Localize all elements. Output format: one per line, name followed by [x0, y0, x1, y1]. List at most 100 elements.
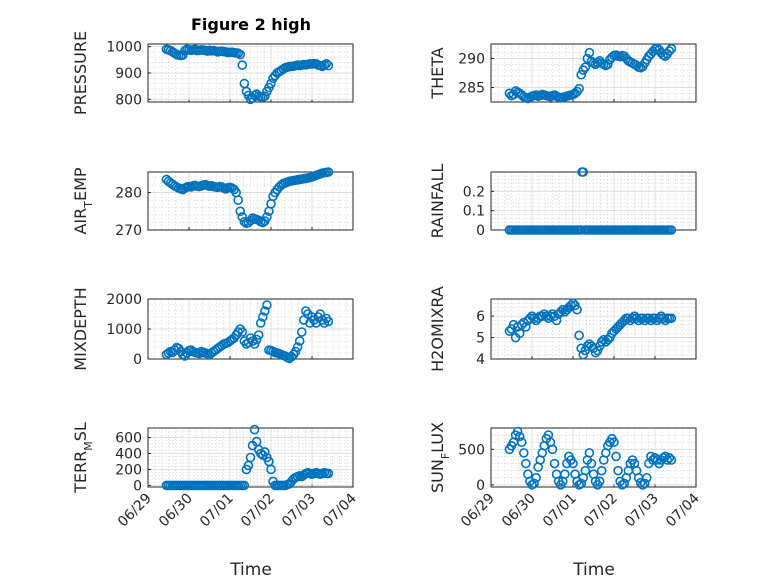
- x-tick-label: 07/03: [279, 491, 319, 531]
- data-point: [637, 480, 648, 490]
- y-tick-label: 6: [476, 309, 485, 325]
- x-tick-label: 06/30: [156, 491, 196, 531]
- series-markers: [504, 298, 677, 360]
- data-point: [235, 206, 246, 217]
- data-point: [315, 309, 326, 319]
- data-point: [666, 225, 677, 235]
- data-point: [617, 480, 628, 490]
- data-point: [233, 195, 243, 205]
- x-tick-label: 07/04: [663, 490, 703, 530]
- data-point: [262, 212, 272, 222]
- data-point: [603, 59, 613, 70]
- x-tick-label: 07/01: [197, 491, 237, 531]
- data-point: [321, 58, 332, 69]
- subplot-air_temp: 270 280 AIRTEMP: [71, 167, 354, 239]
- data-point: [576, 69, 587, 80]
- data-point: [574, 83, 584, 94]
- data-point: [292, 342, 303, 352]
- data-point: [613, 465, 623, 476]
- data-point: [639, 478, 650, 489]
- data-point: [594, 476, 605, 487]
- data-point: [576, 478, 587, 489]
- data-point: [584, 448, 595, 458]
- data-point: [555, 307, 566, 317]
- data-point: [549, 458, 560, 469]
- y-tick-label: 800: [115, 92, 142, 108]
- x-tick-label: 07/03: [622, 491, 662, 531]
- y-axis-label: AIRTEMP: [71, 167, 95, 234]
- data-point: [578, 167, 589, 177]
- data-point: [319, 60, 330, 70]
- y-axis-label: RAINFALL: [428, 164, 447, 239]
- y-tick-label: 600: [115, 431, 142, 447]
- data-point: [559, 469, 570, 480]
- y-axis-label: THETA: [428, 47, 447, 99]
- data-point: [572, 304, 582, 315]
- y-tick-label: 900: [115, 66, 142, 82]
- data-point: [262, 300, 272, 310]
- subplot-theta: 285 290 THETA: [428, 43, 697, 104]
- x-tick-label: 07/01: [540, 491, 580, 531]
- data-point: [557, 304, 568, 315]
- data-point: [516, 437, 527, 448]
- data-point: [323, 60, 334, 71]
- axes-frame: [490, 43, 697, 103]
- data-point: [521, 458, 531, 469]
- subplot-h2omixra: 4 5 6 H2OMIXRA: [428, 286, 697, 372]
- series-markers: [161, 44, 334, 105]
- data-point: [529, 478, 539, 489]
- x-axis-label-left: Time: [229, 560, 272, 580]
- data-point: [582, 341, 593, 351]
- data-point: [249, 339, 260, 349]
- data-point: [235, 49, 246, 60]
- data-point: [527, 480, 537, 490]
- y-tick-label: 0.1: [463, 204, 485, 220]
- data-point: [260, 306, 270, 316]
- data-point: [586, 458, 597, 469]
- y-tick-label: 500: [458, 442, 485, 458]
- subplot-grid: 800 900 1000 PRESSURE 285 290 THETA 270 280 AIRTE…: [71, 31, 703, 530]
- y-tick-label: 0: [476, 478, 485, 494]
- axes-frame: [147, 298, 354, 360]
- data-point: [296, 327, 307, 337]
- x-axis-label-right: Time: [572, 560, 615, 580]
- data-point: [580, 465, 591, 476]
- data-point: [531, 472, 541, 483]
- data-point: [290, 346, 301, 357]
- data-point: [596, 337, 607, 347]
- data-point: [609, 437, 619, 448]
- subplot-pressure: 800 900 1000 PRESSURE: [71, 31, 354, 115]
- data-point: [257, 312, 268, 322]
- data-point: [294, 336, 305, 346]
- subplot-rainfall: 0 0.1 0.2 RAINFALL: [428, 164, 697, 239]
- data-point: [664, 453, 675, 463]
- subplot-mixdepth: 0 1000 2000 MIXDEPTH: [71, 287, 354, 371]
- y-tick-label: 5: [476, 331, 485, 347]
- data-point: [514, 328, 525, 339]
- y-axis-label: MIXDEPTH: [71, 287, 90, 370]
- axes-frame: [147, 171, 354, 231]
- y-axis-label: PRESSURE: [71, 31, 90, 115]
- data-point: [518, 448, 529, 458]
- data-point: [323, 167, 334, 177]
- data-point: [635, 477, 646, 488]
- y-tick-label: 4: [476, 352, 485, 368]
- data-point: [249, 424, 260, 435]
- y-tick-label: 2000: [106, 292, 142, 308]
- axes-frame: [490, 298, 697, 360]
- y-tick-label: 0: [133, 478, 142, 494]
- data-point: [319, 318, 330, 328]
- data-point: [233, 48, 243, 59]
- x-tick-label: 07/02: [238, 491, 278, 531]
- y-axis-label: TERRMSL: [71, 422, 95, 494]
- data-point: [596, 465, 607, 476]
- data-point: [323, 468, 334, 479]
- data-point: [580, 62, 591, 72]
- y-tick-label: 280: [115, 186, 142, 202]
- x-tick-label: 06/30: [499, 491, 539, 531]
- y-tick-label: 270: [115, 223, 142, 239]
- series-markers: [161, 424, 334, 491]
- data-point: [574, 330, 584, 341]
